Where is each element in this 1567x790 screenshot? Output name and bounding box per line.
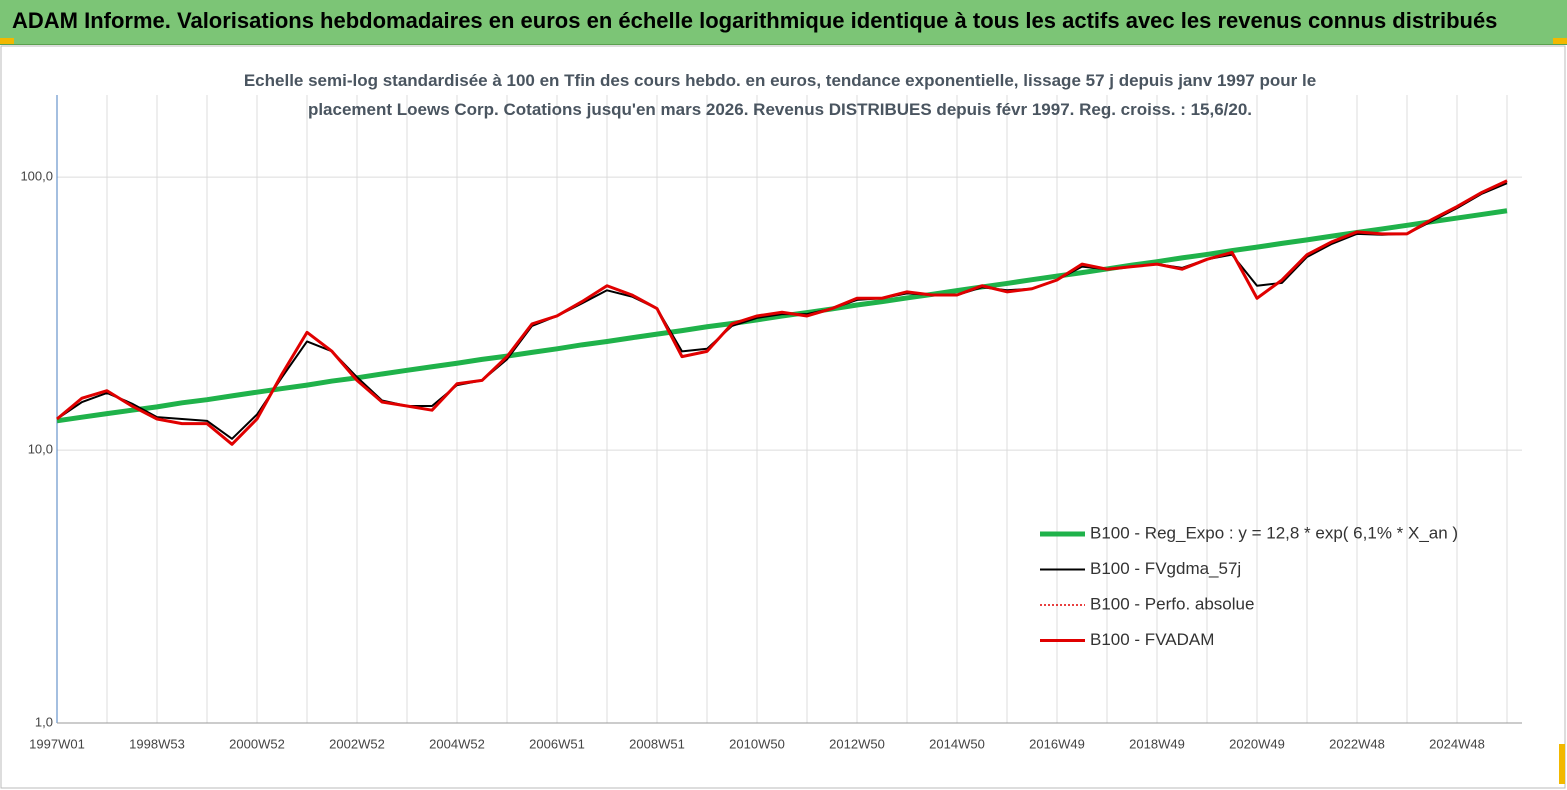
x-tick-label: 1997W01 <box>29 736 85 751</box>
corner-mark <box>1559 744 1565 784</box>
y-tick-label: 10,0 <box>28 442 53 457</box>
chart-title: ADAM Informe. Valorisations hebdomadaire… <box>12 8 1498 33</box>
chart-border <box>0 45 1566 789</box>
x-tick-label: 2000W52 <box>229 736 285 751</box>
legend-label: B100 - Perfo. absolue <box>1090 594 1254 613</box>
x-tick-label: 2014W50 <box>929 736 985 751</box>
x-tick-label: 2008W51 <box>629 736 685 751</box>
y-tick-label: 100,0 <box>20 169 53 184</box>
x-tick-label: 2024W48 <box>1429 736 1485 751</box>
x-tick-label: 2010W50 <box>729 736 785 751</box>
x-tick-label: 2022W48 <box>1329 736 1385 751</box>
legend-label: B100 - FVgdma_57j <box>1090 559 1241 578</box>
x-tick-label: 2002W52 <box>329 736 385 751</box>
chart-subtitle: Echelle semi-log standardisée à 100 en T… <box>243 71 1317 119</box>
x-tick-label: 2012W50 <box>829 736 885 751</box>
x-tick-label: 2020W49 <box>1229 736 1285 751</box>
series-line <box>56 179 1508 446</box>
corner-mark <box>1553 38 1567 44</box>
x-tick-label: 1998W53 <box>129 736 185 751</box>
x-tick-label: 2006W51 <box>529 736 585 751</box>
series-line <box>56 182 1508 440</box>
y-tick-label: 1,0 <box>35 714 53 729</box>
legend-label: B100 - FVADAM <box>1090 630 1214 649</box>
x-tick-label: 2004W52 <box>429 736 485 751</box>
legend-label: B100 - Reg_Expo : y = 12,8 * exp( 6,1% *… <box>1090 523 1458 542</box>
x-tick-label: 2016W49 <box>1029 736 1085 751</box>
header-bar: ADAM Informe. Valorisations hebdomadaire… <box>0 0 1567 45</box>
x-tick-label: 2018W49 <box>1129 736 1185 751</box>
corner-mark <box>0 38 14 44</box>
series-line <box>56 208 1508 424</box>
